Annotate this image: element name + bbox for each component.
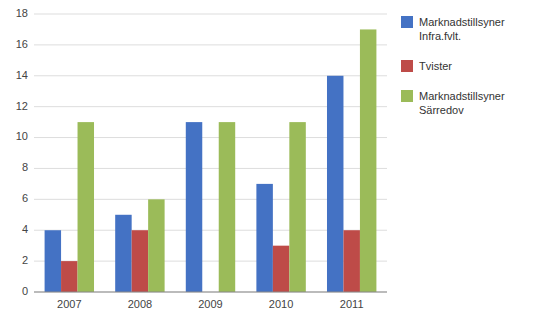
x-tick-label: 2011 <box>340 298 364 310</box>
y-tick-label: 4 <box>22 223 28 235</box>
bar <box>61 261 77 292</box>
x-axis-line <box>34 292 387 293</box>
x-tick-label: 2008 <box>128 298 152 310</box>
bar <box>289 122 305 292</box>
y-tick-label: 2 <box>22 254 28 266</box>
bar <box>186 122 202 292</box>
bars <box>45 29 377 292</box>
y-axis: 0 2 4 6 8 10 12 14 16 18 <box>16 7 387 297</box>
y-tick-label: 8 <box>22 161 28 173</box>
x-tick-label: 2009 <box>198 298 222 310</box>
bar <box>327 76 343 292</box>
y-tick-label: 18 <box>16 7 28 19</box>
x-tick-label: 2010 <box>269 298 293 310</box>
legend-label: MarknadstillsynerSärredov <box>419 90 505 116</box>
y-tick-label: 14 <box>16 69 28 81</box>
bar <box>115 215 131 292</box>
y-tick-label: 10 <box>16 130 28 142</box>
bar <box>360 29 376 292</box>
legend-swatch <box>401 90 413 102</box>
bar <box>148 199 164 292</box>
x-tick-label: 2007 <box>57 298 81 310</box>
bar <box>343 230 359 292</box>
y-tick-label: 6 <box>22 192 28 204</box>
bar <box>256 184 272 292</box>
bar <box>273 246 289 292</box>
bar <box>45 230 61 292</box>
legend-label: Tvister <box>419 60 452 72</box>
y-tick-label: 16 <box>16 38 28 50</box>
legend-label: MarknadstillsynerInfra.fvlt. <box>419 16 505 42</box>
y-tick-label: 0 <box>22 285 28 297</box>
x-axis: 2007 2008 2009 2010 2011 <box>34 292 387 310</box>
grid-line <box>34 292 387 293</box>
bar <box>132 230 148 292</box>
grid-line <box>34 44 387 45</box>
legend-swatch <box>401 60 413 72</box>
grid-line <box>34 14 387 15</box>
bar <box>219 122 235 292</box>
chart: 0 2 4 6 8 10 12 14 16 18 2007 2008 2009 2010 2011 Markn… <box>0 0 537 320</box>
bar <box>78 122 94 292</box>
legend: MarknadstillsynerInfra.fvlt. Tvister Markn… <box>401 16 505 116</box>
y-tick-label: 12 <box>16 100 28 112</box>
legend-swatch <box>401 16 413 28</box>
